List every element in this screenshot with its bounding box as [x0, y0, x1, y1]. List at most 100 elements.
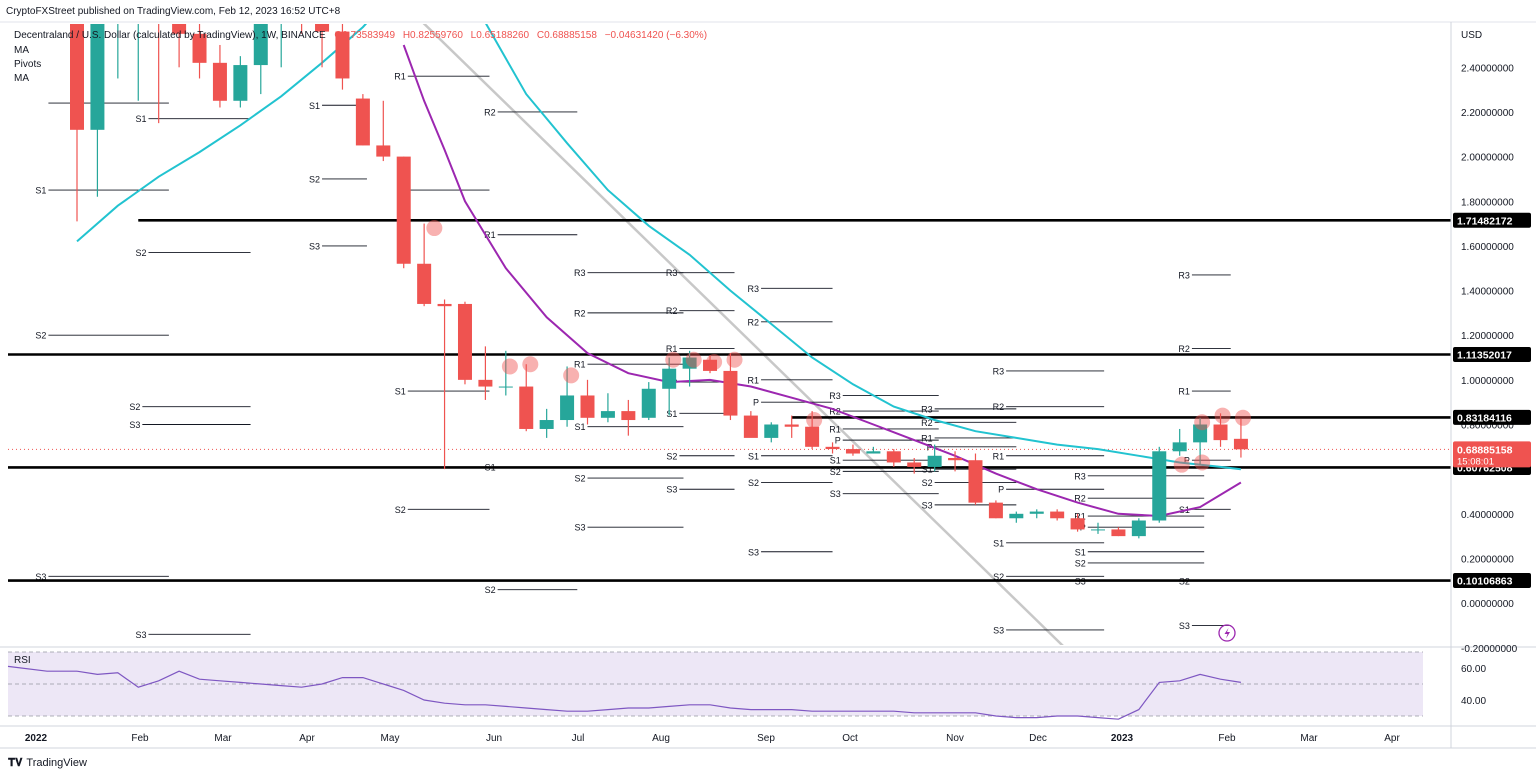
candle-down[interactable]: [1111, 529, 1126, 537]
candle-down[interactable]: [457, 303, 472, 380]
pivot-set: S1 S2 S3: [135, 114, 251, 640]
candle-up[interactable]: [560, 395, 575, 421]
symbol-legend[interactable]: Decentraland / U.S. Dollar (calculated b…: [14, 30, 707, 41]
candle-up[interactable]: [764, 424, 779, 438]
candle-down[interactable]: [988, 502, 1003, 519]
candle-down[interactable]: [784, 424, 799, 427]
candle-down[interactable]: [723, 370, 738, 416]
candle-down[interactable]: [948, 457, 963, 461]
candle-down[interactable]: [355, 98, 370, 146]
brand-name: TradingView: [26, 757, 87, 769]
date-axis-label: May: [381, 733, 400, 744]
candle-down[interactable]: [519, 386, 534, 429]
candle-down[interactable]: [335, 31, 350, 79]
candle-down[interactable]: [1233, 438, 1248, 450]
date-axis-label: Nov: [946, 733, 964, 744]
rejection-marker: [563, 367, 580, 384]
date-axis-label: Aug: [652, 733, 670, 744]
candle-up[interactable]: [1009, 513, 1024, 519]
candle-up[interactable]: [90, 23, 105, 130]
candle-down[interactable]: [192, 33, 207, 63]
rsi-line-lead: [7, 665, 77, 672]
candle-down[interactable]: [968, 460, 983, 503]
candle-down[interactable]: [212, 62, 227, 101]
indicator-ma-label[interactable]: MA: [14, 45, 29, 56]
candle-up[interactable]: [253, 23, 268, 66]
candle-up[interactable]: [1172, 442, 1187, 452]
candle-down[interactable]: [845, 449, 860, 454]
candle-down[interactable]: [703, 359, 718, 371]
pivot-label-s3: S3: [135, 630, 146, 640]
pivot-label-r1: R1: [484, 230, 496, 240]
candle-down[interactable]: [376, 145, 391, 157]
lightning-icon[interactable]: [1218, 624, 1236, 642]
pivot-label-s2: S2: [395, 505, 406, 515]
price-tick-label: 1.80000000: [1461, 197, 1514, 208]
candle-down[interactable]: [886, 451, 901, 463]
indicator-ma2-label[interactable]: MA: [14, 73, 29, 84]
candle-down[interactable]: [621, 411, 636, 421]
candle-up[interactable]: [539, 420, 554, 429]
candle-down[interactable]: [417, 263, 432, 304]
date-axis-label: Dec: [1029, 733, 1047, 744]
candle-down[interactable]: [478, 379, 493, 387]
candle-up[interactable]: [1193, 424, 1208, 443]
pivot-label-s1: S1: [1075, 547, 1086, 557]
candle-down[interactable]: [437, 303, 452, 307]
candle-down[interactable]: [743, 415, 758, 438]
candle-up[interactable]: [233, 65, 248, 101]
candle-down[interactable]: [805, 426, 820, 447]
ohlc-close: C0.68885158: [536, 30, 597, 41]
tradingview-brand[interactable]: 𝐓𝐕 TradingView: [8, 757, 87, 770]
candle-down[interactable]: [70, 23, 84, 130]
pivot-label-r1: R1: [829, 424, 841, 434]
candle-up[interactable]: [927, 455, 942, 467]
candle-down[interactable]: [1050, 511, 1065, 519]
pivot-label-s1: S1: [309, 101, 320, 111]
publisher-line: CryptoFXStreet published on TradingView.…: [6, 6, 341, 17]
pivot-label-r1: R1: [574, 360, 586, 370]
candle-down[interactable]: [315, 11, 330, 32]
date-axis-label: Sep: [757, 733, 775, 744]
pivot-label-s2: S2: [666, 451, 677, 461]
current-price-tag[interactable]: [1453, 441, 1531, 468]
candle-up[interactable]: [866, 451, 881, 454]
pivot-label-p: P: [927, 442, 933, 452]
rsi-pane: RSI 60.00 40.00: [7, 651, 1486, 720]
candle-up[interactable]: [1152, 451, 1167, 521]
candle-up[interactable]: [1091, 529, 1105, 531]
candle-up[interactable]: [1029, 511, 1044, 514]
pivot-set: S3: [309, 241, 367, 251]
key-level-tag[interactable]: [1453, 409, 1531, 425]
pivot-label-s2: S2: [830, 467, 841, 477]
candle-up[interactable]: [662, 368, 677, 389]
rsi-tick-label: 40.00: [1461, 696, 1486, 707]
key-level-tag[interactable]: [1453, 212, 1531, 228]
candle-down[interactable]: [825, 446, 840, 450]
candle-up[interactable]: [600, 411, 615, 418]
key-level-tag[interactable]: [1453, 573, 1531, 589]
pivot-label-s1: S1: [830, 456, 841, 466]
indicator-pivots-label[interactable]: Pivots: [14, 59, 42, 70]
candle-up[interactable]: [498, 386, 513, 388]
candle-down[interactable]: [907, 462, 922, 467]
pivot-label-s2: S2: [748, 478, 759, 488]
candle-up[interactable]: [1131, 520, 1146, 537]
candle-down[interactable]: [1070, 518, 1085, 530]
candle-down[interactable]: [1213, 424, 1228, 441]
pivot-label-s2: S2: [35, 331, 46, 341]
candle-up[interactable]: [682, 357, 697, 369]
rsi-line: [76, 670, 1241, 720]
candle-down[interactable]: [396, 156, 411, 264]
candle-up[interactable]: [641, 388, 656, 418]
candle-down[interactable]: [172, 0, 187, 34]
pivot-label-s2: S2: [574, 474, 585, 484]
rejection-marker: [1173, 456, 1190, 473]
price-tick-label: 1.00000000: [1461, 376, 1514, 387]
key-level-tag[interactable]: [1453, 347, 1531, 363]
pivot-label-r3: R3: [829, 391, 841, 401]
candle-down[interactable]: [580, 395, 595, 418]
